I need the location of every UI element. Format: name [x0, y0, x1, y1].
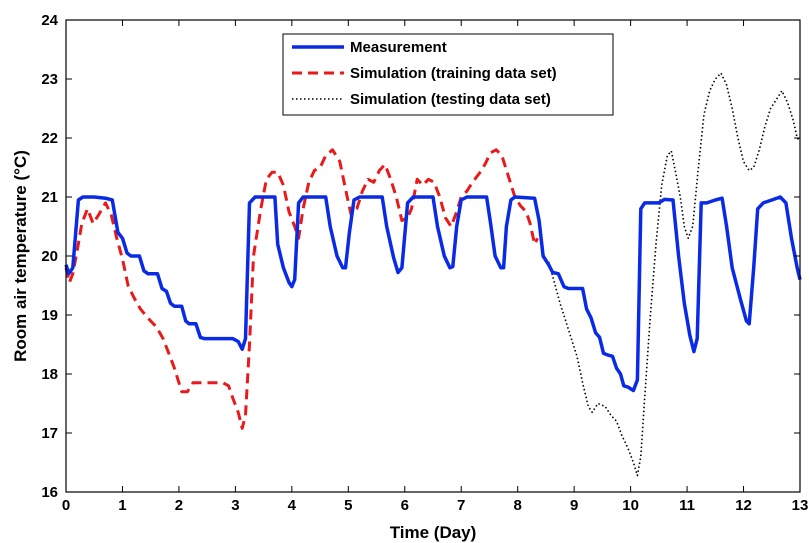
- y-tick-label: 17: [41, 425, 58, 442]
- x-tick-label: 7: [457, 497, 465, 514]
- y-axis-label: Room air temperature (°C): [11, 150, 30, 362]
- x-axis-label: Time (Day): [390, 523, 477, 542]
- legend-label-measurement: Measurement: [350, 39, 447, 56]
- x-tick-label: 5: [344, 497, 352, 514]
- x-tick-label: 8: [514, 497, 522, 514]
- x-tick-label: 2: [175, 497, 183, 514]
- x-tick-label: 3: [231, 497, 239, 514]
- y-tick-label: 23: [41, 71, 58, 88]
- x-tick-label: 4: [288, 497, 297, 514]
- y-tick-label: 24: [41, 12, 58, 29]
- y-tick-label: 18: [41, 366, 58, 383]
- series-line-simulation-training-data-set: [64, 148, 539, 430]
- x-tick-label: 0: [62, 497, 70, 514]
- y-tick-label: 21: [41, 189, 58, 206]
- y-tick-label: 16: [41, 484, 58, 501]
- legend-label-simulation-testing: Simulation (testing data set): [350, 91, 551, 108]
- y-tick-label: 22: [41, 130, 58, 147]
- x-tick-label: 11: [679, 497, 695, 514]
- x-tick-label: 13: [792, 497, 809, 514]
- x-tick-label: 9: [570, 497, 578, 514]
- legend: Measurement Simulation (training data se…: [282, 33, 614, 116]
- x-tick-label: 10: [622, 497, 639, 514]
- y-tick-label: 20: [41, 248, 58, 265]
- series-line-measurement: [64, 195, 802, 393]
- series-line-simulation-testing-data-set: [547, 72, 801, 477]
- x-tick-label: 1: [118, 497, 126, 514]
- y-tick-label: 19: [41, 307, 58, 324]
- series-layer: [64, 72, 802, 477]
- x-tick-label: 12: [735, 497, 752, 514]
- x-tick-label: 6: [401, 497, 409, 514]
- legend-label-simulation-training: Simulation (training data set): [350, 65, 557, 82]
